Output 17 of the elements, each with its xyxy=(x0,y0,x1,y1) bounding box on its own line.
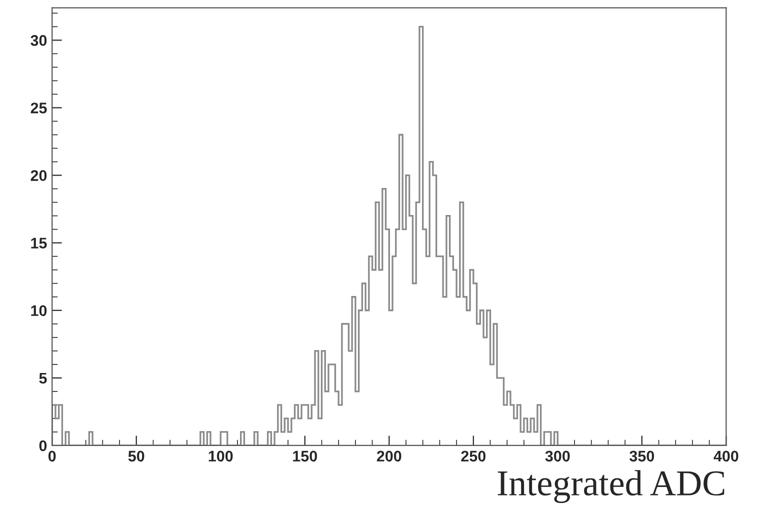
y-tick-label: 15 xyxy=(31,238,47,249)
x-tick-label: 400 xyxy=(714,450,738,462)
x-tick-label: 350 xyxy=(630,450,654,462)
y-tick-label: 0 xyxy=(39,440,47,452)
x-tick-label: 200 xyxy=(376,450,402,462)
x-tick-label: 50 xyxy=(128,450,144,462)
x-tick-label: 100 xyxy=(208,450,233,462)
x-tick-label: 150 xyxy=(293,450,317,462)
y-tick-label: 25 xyxy=(30,102,47,114)
y-tick-label: 10 xyxy=(31,305,47,316)
x-tick-label: 0 xyxy=(48,450,56,462)
x-tick-label: 250 xyxy=(461,450,486,462)
y-tick-label: 20 xyxy=(30,170,47,181)
y-tick-label: 5 xyxy=(39,372,47,384)
x-tick-label: 300 xyxy=(545,450,570,462)
x-axis-title: Integrated ADC xyxy=(498,470,724,503)
y-tick-label: 30 xyxy=(30,35,47,46)
